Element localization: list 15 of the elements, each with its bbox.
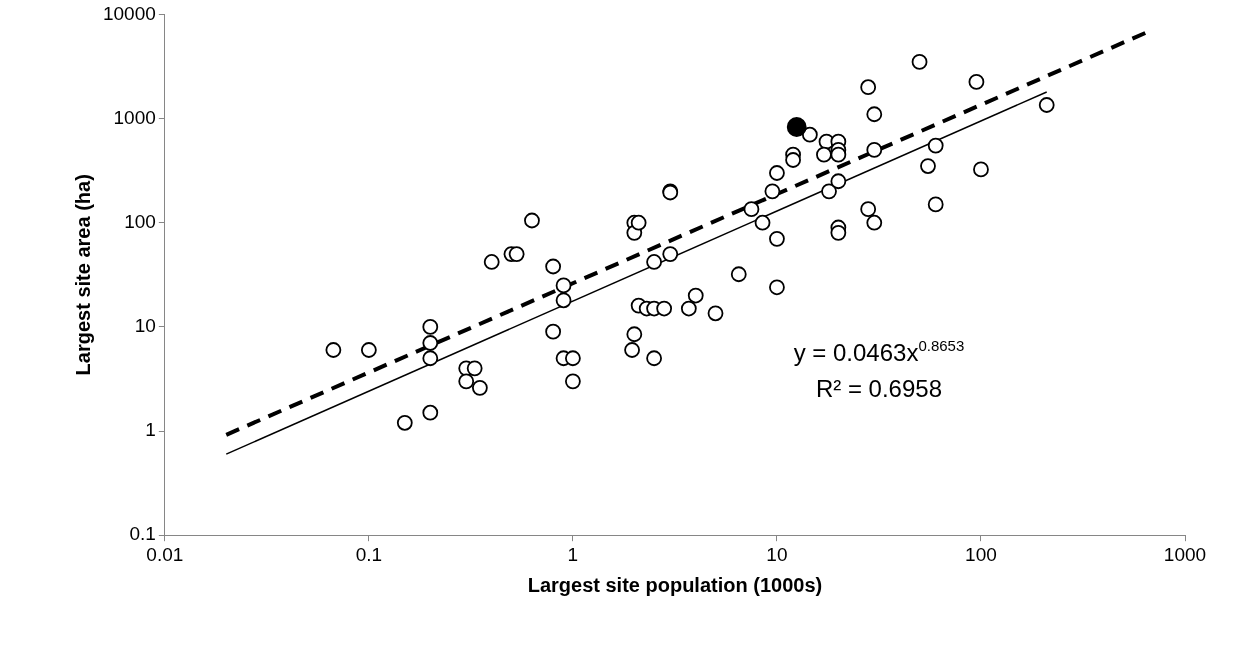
y-axis-title: Largest site area (ha) xyxy=(71,174,94,376)
y-tick-label: 10000 xyxy=(102,2,156,24)
x-axis-title: Largest site population (1000s) xyxy=(527,573,823,596)
x-tick-label: 0.01 xyxy=(146,543,184,565)
y-tick-label: 100 xyxy=(124,210,156,232)
y-tick-label: 1 xyxy=(145,419,156,441)
x-tick-label: 1 xyxy=(567,543,579,565)
x-tick-label: 10 xyxy=(766,543,788,565)
annotation: R² = 0.6958 xyxy=(815,374,942,402)
x-tick-label: 1000 xyxy=(1163,543,1207,565)
y-tick-label: 0.1 xyxy=(129,523,156,545)
y-tick-label: 10 xyxy=(134,315,156,337)
x-tick-label: 0.1 xyxy=(355,543,383,565)
y-tick-label: 1000 xyxy=(113,106,156,128)
x-tick-label: 100 xyxy=(965,543,997,565)
